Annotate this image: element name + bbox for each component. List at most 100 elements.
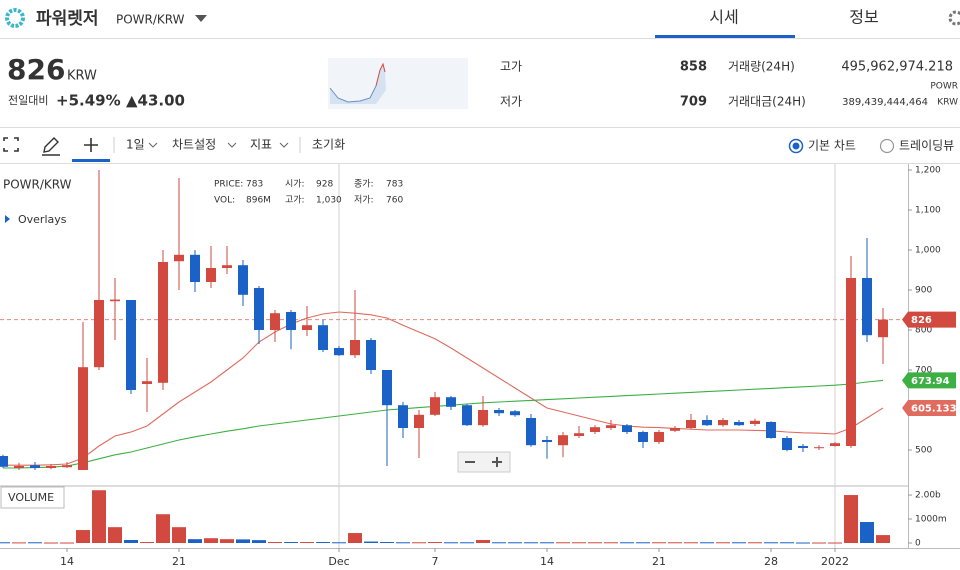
volume-bar <box>796 542 810 544</box>
indicators[interactable]: 지표 <box>250 138 272 152</box>
dropdown[interactable] <box>195 15 207 22</box>
candle-body <box>798 446 808 448</box>
chevron <box>148 142 158 148</box>
candle-body <box>94 300 104 368</box>
candle-body <box>174 254 184 262</box>
stat-label: 거래대금(24H) <box>728 95 806 109</box>
candle-body <box>350 340 360 356</box>
volume-bar <box>460 542 474 544</box>
volume-bar <box>332 542 346 544</box>
chevron <box>279 142 289 148</box>
candle-body <box>622 425 632 432</box>
info-value: 1,030 <box>316 196 342 206</box>
volume-bar <box>76 530 90 543</box>
interval[interactable]: 1일 <box>126 138 145 152</box>
candle-body <box>62 465 72 468</box>
candle-body <box>158 262 168 383</box>
candle-body <box>782 438 792 450</box>
candle-body <box>0 456 8 467</box>
volume-bar <box>92 490 106 543</box>
stat-value: 389,439,444,464 <box>842 97 928 108</box>
volume-bar <box>668 542 682 544</box>
chart-option[interactable]: 기본 차트 <box>808 139 856 153</box>
chart-option[interactable]: 트레이딩뷰 <box>899 139 954 153</box>
volume-bar <box>476 540 490 543</box>
pair: POWR/KRW <box>116 13 185 27</box>
volume-bar <box>220 539 234 543</box>
current-price: 826 <box>7 53 65 86</box>
volume-bar <box>508 542 522 544</box>
candle-body <box>78 367 88 470</box>
candle-body <box>126 300 136 390</box>
price-tag-label: 826 <box>911 315 932 326</box>
candle-body <box>846 278 856 446</box>
candle-body <box>686 420 696 428</box>
info-label: PRICE: <box>214 180 243 190</box>
candle-body <box>558 435 568 446</box>
info-value: 783 <box>246 180 263 190</box>
radio-dot <box>792 142 800 150</box>
candle-body <box>318 325 328 350</box>
price-tag-label: 673.94 <box>911 376 950 387</box>
volume-bar <box>12 542 26 544</box>
radio-selected[interactable] <box>788 138 804 154</box>
radio[interactable] <box>879 138 895 154</box>
volume-bar <box>780 542 794 544</box>
sparkline-box <box>328 58 468 109</box>
volume-bar <box>572 542 586 544</box>
volume-bar <box>252 540 266 543</box>
candle-body <box>382 370 392 406</box>
candle-body <box>46 466 56 468</box>
candle-body <box>702 420 712 426</box>
ma-line <box>3 379 884 469</box>
volume-bar <box>204 538 218 543</box>
stat-value: 495,962,974.218 <box>841 60 953 75</box>
chart-settings[interactable]: 차트설정 <box>172 138 216 152</box>
y-tick-label: 1,000 <box>915 246 941 256</box>
tab[interactable]: 정보 <box>849 8 878 27</box>
volume-bar <box>540 542 554 544</box>
candle-body <box>494 410 504 414</box>
x-tick-label: 21 <box>172 555 186 568</box>
volume-bar <box>732 542 746 544</box>
candle-body <box>510 411 520 416</box>
price-tag <box>902 372 956 389</box>
candle-body <box>478 410 488 426</box>
candle-body <box>814 447 824 449</box>
zoom-in[interactable] <box>492 457 502 467</box>
crosshair-icon[interactable] <box>84 138 98 152</box>
candle-body <box>366 340 376 370</box>
volume-bar <box>268 542 282 544</box>
volume-label: VOLUME <box>8 491 54 504</box>
info-value: 896M <box>246 196 271 206</box>
candle-body <box>110 299 120 302</box>
tab[interactable]: 시세 <box>709 8 738 27</box>
candle-body <box>574 433 584 436</box>
volume-bar <box>828 542 842 544</box>
volume-bar <box>172 527 186 543</box>
candle-body <box>302 325 312 330</box>
y-tick-label: 1000m <box>915 515 947 525</box>
volume-bar <box>652 542 666 544</box>
draw-icon[interactable] <box>42 137 60 156</box>
volume-bar <box>124 540 138 543</box>
candle-body <box>526 418 536 446</box>
stat-unit: KRW <box>937 98 958 108</box>
volume-bar <box>156 514 170 543</box>
candle-body <box>590 427 600 432</box>
chevron <box>227 142 237 148</box>
settings-icon[interactable] <box>948 10 960 26</box>
volume-bar <box>636 542 650 544</box>
reset[interactable]: 초기화 <box>312 138 345 152</box>
candle-body <box>670 428 680 431</box>
stat-value: 858 <box>680 60 707 75</box>
chart: 1421Dec714212820225006007008009001,0001,… <box>0 164 960 568</box>
volume-bar <box>588 542 602 544</box>
candle-body <box>830 443 840 446</box>
overlays-label: Overlays <box>18 213 67 226</box>
stat-label: 저가 <box>500 95 522 109</box>
candle-body <box>606 425 616 428</box>
volume-bar <box>604 542 618 544</box>
volume-bar <box>860 522 874 543</box>
fullscreen-icon[interactable] <box>3 137 19 152</box>
